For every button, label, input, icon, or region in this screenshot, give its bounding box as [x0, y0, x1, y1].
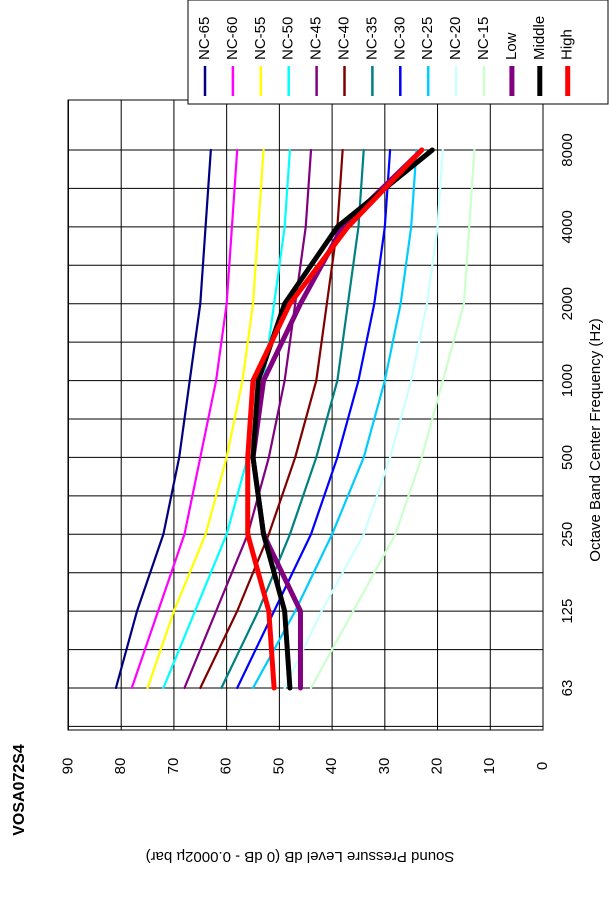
series-line: [250, 147, 435, 691]
legend-label: NC-35: [363, 17, 380, 60]
y-axis-title: Sound Pressure Level dB (0 dB - 0.0002µ …: [146, 848, 455, 865]
y-tick-label: 30: [376, 758, 393, 775]
legend-label: NC-50: [280, 17, 297, 60]
y-tick-label: 70: [165, 758, 182, 775]
x-tick-label: 4000: [559, 210, 576, 243]
legend-label: NC-15: [475, 17, 492, 60]
x-tick-label: 1000: [559, 364, 576, 397]
legend-label: NC-25: [419, 17, 436, 60]
x-axis-title: Octave Band Center Frequency (Hz): [587, 318, 604, 561]
y-tick-label: 60: [218, 758, 235, 775]
series-line: [114, 148, 212, 690]
y-tick-label: 20: [429, 758, 446, 775]
series-line: [130, 148, 239, 690]
y-tick-label: 40: [323, 758, 340, 775]
x-tick-label: 2000: [559, 287, 576, 320]
legend-label: NC-65: [196, 17, 213, 60]
legend-label: NC-45: [308, 17, 325, 60]
y-tick-label: 90: [59, 758, 76, 775]
y-tick-label: 80: [112, 758, 129, 775]
x-tick-label: 500: [559, 445, 576, 470]
series-line: [309, 148, 476, 690]
y-tick-label: 0: [534, 762, 551, 770]
legend-label: Low: [503, 32, 520, 60]
chart-title: VOSA072S4: [11, 744, 28, 836]
y-tick-label: 50: [270, 758, 287, 775]
legend-label: NC-55: [252, 17, 269, 60]
legend: NC-65 NC-60 NC-55 NC-50 NC-45 NC-40 NC-35 NC-30…: [187, 0, 609, 105]
x-tick-label: 8000: [559, 133, 576, 166]
legend-label: High: [559, 29, 576, 60]
legend-label: NC-30: [391, 17, 408, 60]
legend-label: NC-60: [224, 17, 241, 60]
series-line: [146, 148, 265, 690]
x-tick-label: 250: [559, 522, 576, 547]
x-tick-label: 125: [559, 599, 576, 624]
series-line: [183, 148, 313, 690]
legend-label: Middle: [531, 16, 548, 60]
series-line: [245, 147, 425, 691]
series-line: [251, 148, 418, 690]
series-line: [283, 148, 444, 690]
x-tick-label: 63: [559, 680, 576, 697]
legend-label: NC-20: [447, 17, 464, 60]
legend-label: NC-40: [335, 17, 352, 60]
y-tick-label: 10: [481, 758, 498, 775]
